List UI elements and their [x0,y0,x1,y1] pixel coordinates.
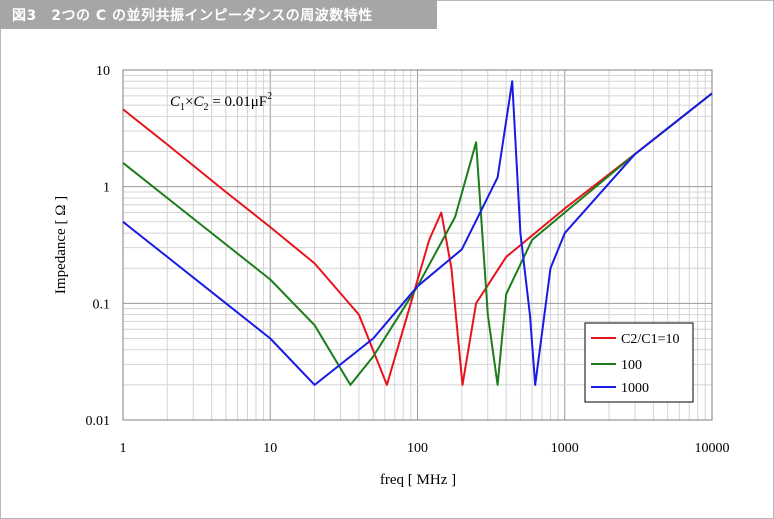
annotation-exponent: 2 [267,91,272,102]
c2-symbol: C [193,94,204,110]
capacitance-annotation: C1×C2 = 0.01μF2 [170,91,272,113]
title-bar: 図3 2つの C の並列共振インピーダンスの周波数特性 [0,0,437,29]
series-lines [122,80,713,386]
annotation-value: = 0.01μF [209,94,268,110]
figure-title: 図3 2つの C の並列共振インピーダンスの周波数特性 [12,8,373,24]
tick-labels: 1 10 100 1000 10000 0.01 0.1 1 10 [86,64,730,456]
legend-label-c2c1-10: C2/C1=10 [621,332,679,347]
legend: C2/C1=10 100 1000 [584,322,694,403]
x-tick-label: 1 [120,441,127,456]
y-tick-label: 0.1 [93,297,111,312]
y-axis-label: Impedance [ Ω ] [53,196,69,294]
legend-box [584,322,694,403]
x-tick-label: 1000 [551,441,579,456]
plot-border [122,69,713,421]
c1-subscript: 1 [180,102,185,113]
x-axis-label: freq [ MHz ] [380,472,456,488]
y-tick-label: 1 [103,181,110,196]
series-line-3 [122,80,713,386]
series-line-2 [122,92,713,386]
y-tick-label: 10 [96,64,110,79]
y-tick-label: 0.01 [86,414,111,429]
x-tick-label: 10000 [695,441,730,456]
series-line-1 [122,92,713,386]
legend-label-100: 100 [621,358,642,373]
times-symbol: × [185,94,193,110]
x-tick-label: 100 [407,441,428,456]
x-tick-label: 10 [263,441,277,456]
c2-subscript: 2 [204,102,209,113]
legend-label-1000: 1000 [621,381,649,396]
c1-symbol: C [170,94,181,110]
